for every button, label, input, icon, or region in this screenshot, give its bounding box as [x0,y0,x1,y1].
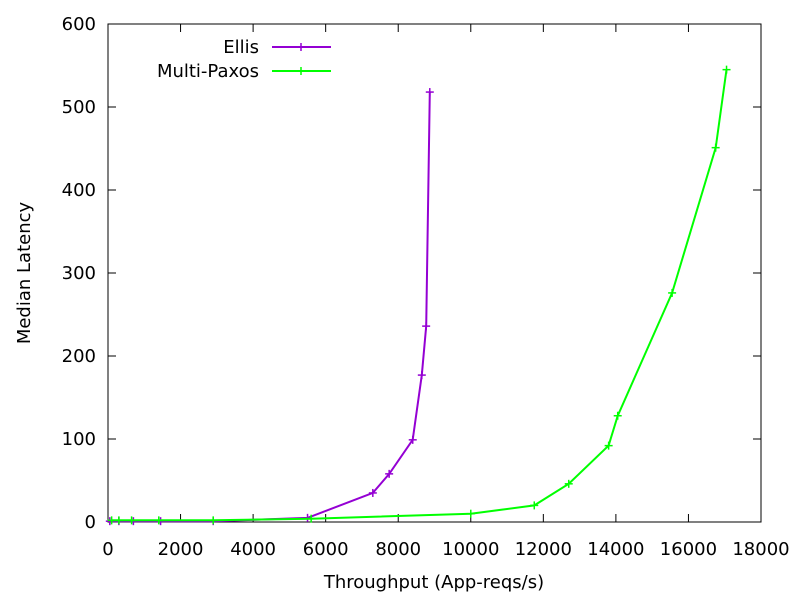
data-point [564,479,573,488]
data-point [466,509,475,518]
data-point [417,371,426,380]
legend: Ellis Multi-Paxos [157,37,331,82]
series-line-0 [109,92,431,523]
y-tick-label: 0 [85,512,96,533]
legend-label: Multi-Paxos [157,61,259,82]
x-tick-label: 12000 [515,539,572,560]
data-point [307,514,316,523]
x-tick-label: 2000 [158,539,204,560]
x-tick-label: 18000 [732,539,789,560]
data-point [668,288,677,297]
data-point [107,516,116,525]
y-tick-label: 100 [62,429,96,450]
y-axis-label: Median Latency [14,201,35,344]
x-tick-label: 8000 [375,539,421,560]
x-tick-label: 0 [102,539,113,560]
data-point [209,516,218,525]
data-point [154,516,163,525]
x-tick-label: 14000 [587,539,644,560]
legend-marker [297,43,305,51]
x-axis-label: Throughput (App-reqs/s) [323,572,544,593]
data-point [722,65,731,74]
y-tick-label: 400 [62,180,96,201]
series-line-1 [111,69,728,522]
plot-frame [107,23,762,523]
data-point [385,469,394,478]
data-point [408,435,417,444]
data-point [711,143,720,152]
y-tick-label: 600 [62,14,96,35]
data-point [127,516,136,525]
x-axis-ticks: 0 2000 4000 6000 8000 10000 12000 14000 16000 180… [102,24,790,560]
data-point [422,322,431,331]
y-tick-label: 500 [62,97,96,118]
data-point [604,441,613,450]
series-layer [105,65,731,526]
x-tick-label: 6000 [303,539,349,560]
data-point [425,88,434,97]
data-point [368,488,377,497]
x-tick-label: 10000 [442,539,499,560]
data-point [530,501,539,510]
y-axis-ticks: 0 100 200 300 400 500 600 [62,14,761,533]
legend-marker [297,67,305,75]
legend-label: Ellis [223,37,259,58]
y-tick-label: 200 [62,346,96,367]
data-point [613,411,622,420]
y-tick-label: 300 [62,263,96,284]
x-tick-label: 4000 [230,539,276,560]
x-tick-label: 16000 [660,539,717,560]
data-point [114,516,123,525]
